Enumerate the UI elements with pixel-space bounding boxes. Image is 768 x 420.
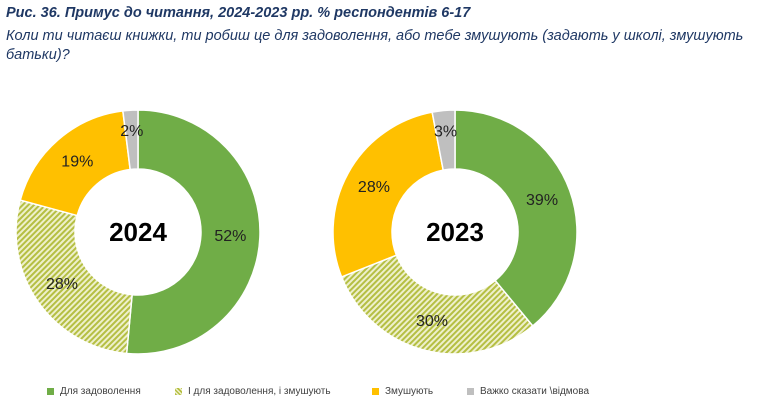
legend-label: І для задоволення, і змушують — [188, 386, 331, 397]
donut-2024: 52% 28% 19% 2% 2024 — [15, 109, 261, 355]
legend-swatch-hard-to-say — [467, 388, 474, 395]
legend-label: Для задоволення — [60, 386, 141, 397]
donut-2023: 39% 30% 28% 3% 2023 — [332, 109, 578, 355]
data-label-forced: 19% — [61, 154, 93, 171]
slice-both — [15, 199, 133, 355]
slice-pleasure — [125, 109, 261, 355]
slice-both — [340, 254, 534, 355]
data-label-forced: 28% — [358, 179, 390, 196]
legend-item-forced: Змушують — [372, 386, 433, 397]
legend-item-pleasure: Для задоволення — [47, 386, 141, 397]
legend-item-hard-to-say: Важко сказати \відмова — [467, 386, 589, 397]
legend-swatch-pleasure — [47, 388, 54, 395]
slice-hard-to-say — [122, 109, 139, 171]
legend-swatch-both — [175, 388, 182, 395]
legend-swatch-forced — [372, 388, 379, 395]
data-label-hard-to-say: 2% — [120, 123, 143, 140]
data-label-pleasure: 39% — [526, 192, 558, 209]
slice-pleasure — [454, 109, 578, 328]
data-label-both: 28% — [46, 276, 78, 293]
slice-hard-to-say — [431, 109, 456, 171]
legend-item-both: І для задоволення, і змушують — [175, 386, 331, 397]
data-label-pleasure: 52% — [214, 228, 246, 245]
figure-title: Рис. 36. Примус до читання, 2024-2023 рр… — [6, 5, 471, 21]
legend: Для задоволення І для задоволення, і зму… — [0, 386, 768, 406]
donut-center-label: 2023 — [426, 217, 484, 247]
figure-subtitle: Коли ти читаєш книжки, ти робиш це для з… — [6, 28, 744, 63]
donut-center-label: 2024 — [109, 217, 167, 247]
data-label-both: 30% — [416, 313, 448, 330]
data-label-hard-to-say: 3% — [434, 123, 457, 140]
legend-label: Важко сказати \відмова — [480, 386, 590, 397]
slice-forced — [332, 111, 445, 278]
legend-label: Змушують — [385, 386, 434, 397]
donut-charts: 52% 28% 19% 2% 2024 39% 30% 28% 3% 2023 — [15, 109, 578, 355]
